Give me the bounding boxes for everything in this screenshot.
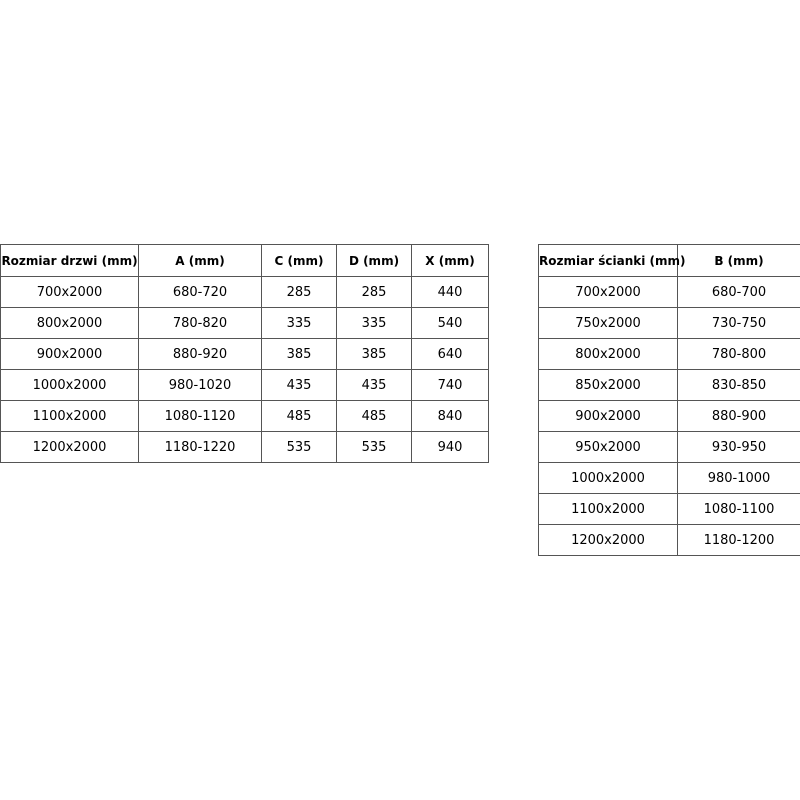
table-cell: 900x2000	[538, 400, 678, 432]
table-cell: 730-750	[677, 307, 800, 339]
table-row: 1100x2000 1080-1120 485 485 840	[0, 400, 489, 432]
table-row: 1200x2000 1180-1220 535 535 940	[0, 431, 489, 463]
table-row: 1000x2000 980-1000	[538, 462, 800, 494]
table-cell: 335	[336, 307, 412, 339]
table-cell: 535	[336, 431, 412, 463]
table-row: 900x2000 880-920 385 385 640	[0, 338, 489, 370]
table-cell: 1080-1120	[138, 400, 262, 432]
table-cell: 540	[411, 307, 489, 339]
table-cell: 440	[411, 276, 489, 308]
column-header: C (mm)	[261, 244, 337, 277]
table-cell: 1100x2000	[0, 400, 139, 432]
table-cell: 435	[261, 369, 337, 401]
column-header: X (mm)	[411, 244, 489, 277]
door-size-table: Rozmiar drzwi (mm) A (mm) C (mm) D (mm) X (m…	[0, 244, 489, 463]
table-cell: 900x2000	[0, 338, 139, 370]
table-cell: 740	[411, 369, 489, 401]
table-cell: 385	[336, 338, 412, 370]
table-cell: 750x2000	[538, 307, 678, 339]
table-cell: 1200x2000	[538, 524, 678, 556]
table-row: 950x2000 930-950	[538, 431, 800, 463]
table-cell: 680-700	[677, 276, 800, 308]
table-cell: 830-850	[677, 369, 800, 401]
table-cell: 535	[261, 431, 337, 463]
table-cell: 850x2000	[538, 369, 678, 401]
table-cell: 840	[411, 400, 489, 432]
table-cell: 700x2000	[0, 276, 139, 308]
table-row: 700x2000 680-700	[538, 276, 800, 308]
table-cell: 335	[261, 307, 337, 339]
column-header: Rozmiar drzwi (mm)	[0, 244, 139, 277]
table-cell: 950x2000	[538, 431, 678, 463]
column-header: A (mm)	[138, 244, 262, 277]
table-cell: 1000x2000	[538, 462, 678, 494]
table-row: 1000x2000 980-1020 435 435 740	[0, 369, 489, 401]
table-cell: 980-1020	[138, 369, 262, 401]
table-row: 750x2000 730-750	[538, 307, 800, 339]
wall-size-table: Rozmiar ścianki (mm) B (mm) 700x2000 680-7…	[538, 244, 800, 556]
table-cell: 385	[261, 338, 337, 370]
table-cell: 780-800	[677, 338, 800, 370]
table-cell: 1100x2000	[538, 493, 678, 525]
table-cell: 640	[411, 338, 489, 370]
table-cell: 930-950	[677, 431, 800, 463]
table-header-row: Rozmiar drzwi (mm) A (mm) C (mm) D (mm) X (m…	[0, 244, 489, 277]
table-cell: 1200x2000	[0, 431, 139, 463]
table-cell: 1180-1200	[677, 524, 800, 556]
table-cell: 1000x2000	[0, 369, 139, 401]
table-row: 1200x2000 1180-1200	[538, 524, 800, 556]
table-cell: 780-820	[138, 307, 262, 339]
table-cell: 485	[336, 400, 412, 432]
table-cell: 940	[411, 431, 489, 463]
table-cell: 285	[336, 276, 412, 308]
table-row: 1100x2000 1080-1100	[538, 493, 800, 525]
column-header: B (mm)	[677, 244, 800, 277]
column-header: D (mm)	[336, 244, 412, 277]
table-cell: 680-720	[138, 276, 262, 308]
table-cell: 980-1000	[677, 462, 800, 494]
table-row: 700x2000 680-720 285 285 440	[0, 276, 489, 308]
table-row: 800x2000 780-820 335 335 540	[0, 307, 489, 339]
table-cell: 880-920	[138, 338, 262, 370]
table-header-row: Rozmiar ścianki (mm) B (mm)	[538, 244, 800, 277]
column-header: Rozmiar ścianki (mm)	[538, 244, 686, 277]
table-cell: 435	[336, 369, 412, 401]
table-cell: 285	[261, 276, 337, 308]
table-cell: 700x2000	[538, 276, 678, 308]
table-cell: 880-900	[677, 400, 800, 432]
table-cell: 1080-1100	[677, 493, 800, 525]
table-cell: 1180-1220	[138, 431, 262, 463]
table-row: 900x2000 880-900	[538, 400, 800, 432]
table-cell: 485	[261, 400, 337, 432]
table-cell: 800x2000	[538, 338, 678, 370]
table-cell: 800x2000	[0, 307, 139, 339]
table-row: 850x2000 830-850	[538, 369, 800, 401]
table-row: 800x2000 780-800	[538, 338, 800, 370]
